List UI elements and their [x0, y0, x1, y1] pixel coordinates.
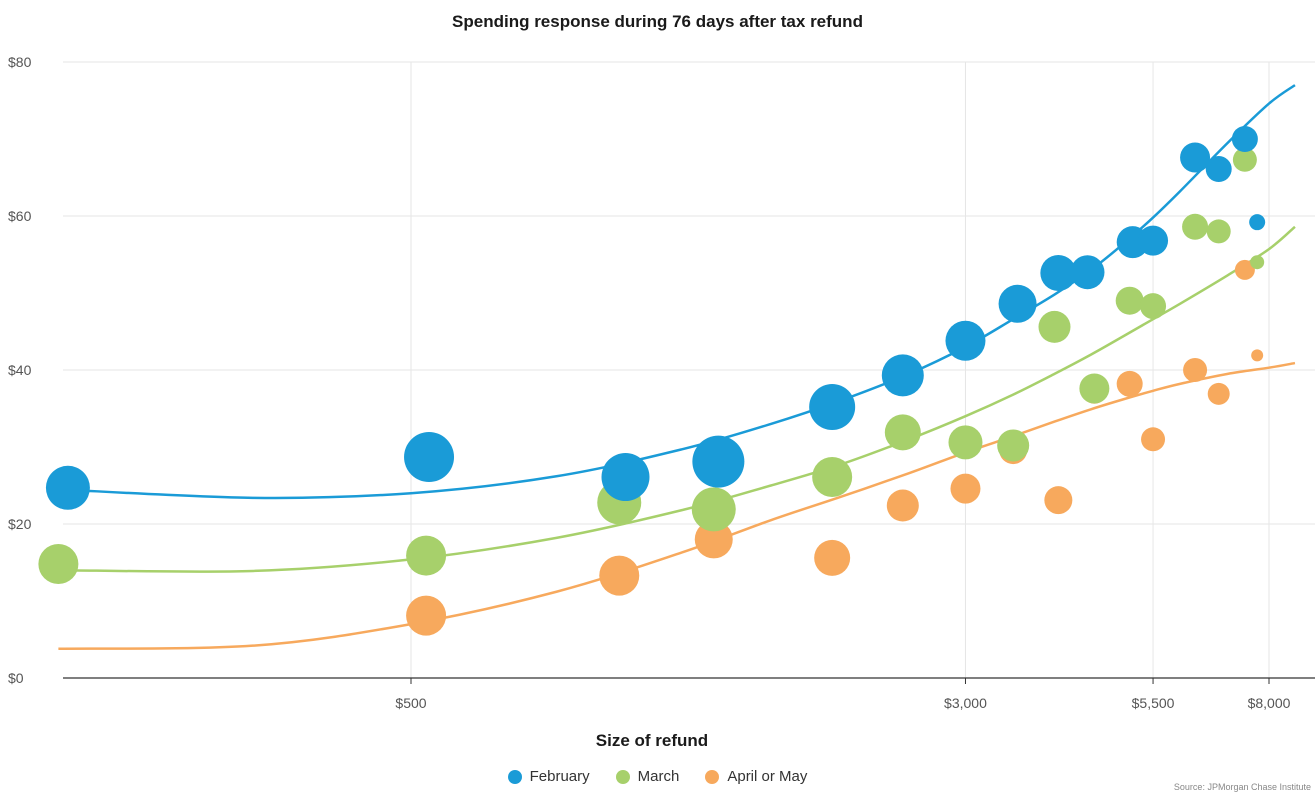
x-tick-label: $500 — [395, 695, 426, 711]
x-axis-label: Size of refund — [596, 731, 708, 750]
data-point-april-or-may — [1116, 370, 1143, 397]
x-tick-label: $5,500 — [1132, 695, 1175, 711]
legend-item-february: February — [507, 768, 590, 785]
data-point-april-or-may — [1251, 349, 1264, 362]
data-point-february — [998, 284, 1037, 323]
data-point-february — [601, 453, 650, 502]
y-tick-label: $0 — [8, 670, 24, 686]
fit-curve-february — [58, 84, 1296, 500]
y-tick-label: $40 — [8, 362, 32, 378]
data-point-march — [1206, 219, 1231, 244]
data-point-april-or-may — [1141, 427, 1166, 452]
data-point-april-or-may — [886, 489, 919, 522]
legend-item-march: March — [615, 768, 680, 785]
y-tick-label: $20 — [8, 516, 32, 532]
data-point-march — [997, 429, 1030, 462]
legend-label-february: February — [529, 768, 590, 785]
fit-curve-april-or-may — [58, 361, 1296, 650]
data-point-march — [1232, 147, 1257, 172]
data-point-february — [945, 320, 986, 361]
data-point-april-or-may — [814, 539, 851, 576]
data-point-february — [809, 383, 856, 430]
axis-layer: $0 $20 $40 $60 $80 $500 $3,000 $5,500 $8,000 — [8, 54, 1315, 711]
data-point-march — [38, 544, 79, 585]
legend: February March April or May — [0, 768, 1315, 785]
data-point-april-or-may — [950, 473, 981, 504]
data-point-april-or-may — [1234, 259, 1255, 280]
chart-title: Spending response during 76 days after t… — [452, 12, 863, 31]
data-point-february — [1249, 214, 1266, 231]
legend-swatch-april-or-may — [705, 769, 720, 784]
data-point-march — [691, 487, 736, 532]
data-point-february — [1040, 254, 1077, 291]
data-point-february — [1070, 255, 1105, 290]
legend-swatch-march — [615, 769, 630, 784]
legend-swatch-february — [507, 769, 522, 784]
data-point-april-or-may — [1183, 358, 1208, 382]
data-point-march — [1115, 286, 1144, 315]
data-point-march — [1038, 310, 1071, 343]
fit-curves — [58, 84, 1296, 650]
data-point-february — [45, 465, 90, 510]
data-point-february — [881, 354, 924, 397]
x-tick-label: $3,000 — [944, 695, 987, 711]
y-tick-label: $80 — [8, 54, 32, 70]
data-point-march — [406, 535, 447, 576]
data-point-april-or-may — [1044, 486, 1073, 515]
legend-label-april-or-may: April or May — [727, 768, 808, 785]
grid-layer — [63, 61, 1315, 678]
data-point-february — [1231, 126, 1258, 152]
data-point-april-or-may — [694, 520, 733, 559]
y-tick-label: $60 — [8, 208, 32, 224]
data-point-february — [692, 435, 745, 488]
data-point-april-or-may — [1207, 382, 1230, 405]
data-point-march — [884, 414, 921, 451]
data-point-march — [948, 425, 983, 460]
data-point-february — [1138, 225, 1169, 256]
legend-label-march: March — [637, 768, 680, 785]
source-note: Source: JPMorgan Chase Institute — [1173, 782, 1311, 792]
data-point-february — [1180, 142, 1211, 173]
data-point-april-or-may — [599, 555, 640, 596]
data-point-april-or-may — [406, 595, 447, 636]
legend-item-april-or-may: April or May — [705, 768, 807, 785]
data-point-march — [1250, 255, 1265, 270]
data-point-march — [1079, 373, 1110, 404]
data-point-march — [1140, 293, 1167, 320]
data-point-march — [1182, 213, 1209, 240]
data-point-february — [404, 432, 455, 483]
data-points — [38, 126, 1266, 636]
fit-curve-march — [58, 225, 1296, 573]
data-point-february — [1205, 156, 1232, 183]
axis-labels: Size of refund — [596, 731, 708, 750]
data-point-march — [812, 457, 853, 498]
x-tick-label: $8,000 — [1248, 695, 1291, 711]
